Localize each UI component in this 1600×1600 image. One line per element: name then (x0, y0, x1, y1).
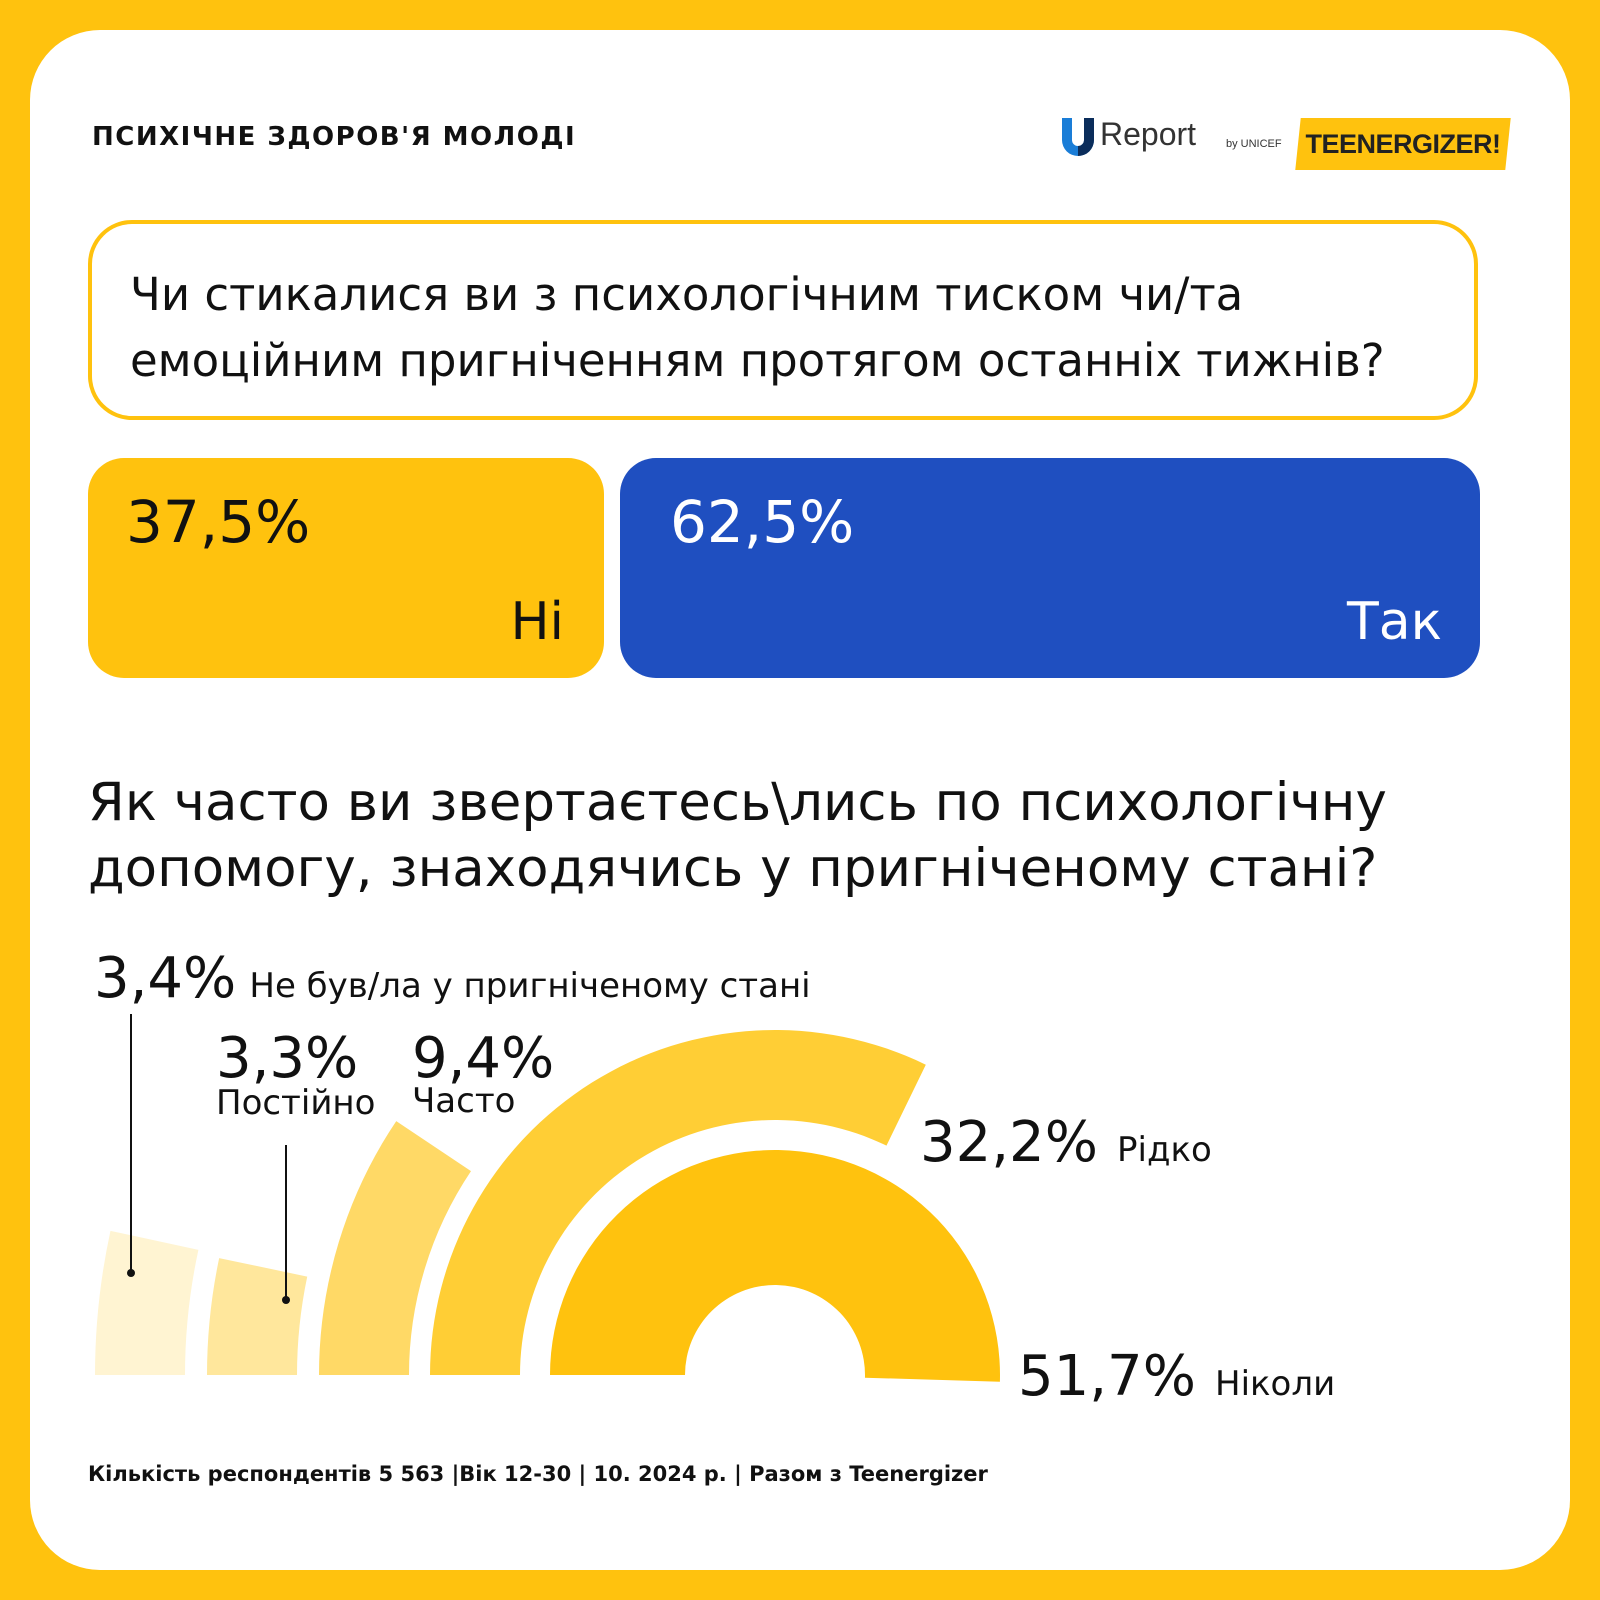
arc-constantly (207, 1258, 308, 1375)
arc-rarely (430, 1030, 926, 1375)
infographic-card: ПСИХІЧНЕ ЗДОРОВ'Я МОЛОДІ Report by UNICE… (30, 30, 1570, 1570)
leader-not-depressed-dot (127, 1269, 135, 1277)
topic-title: ПСИХІЧНЕ ЗДОРОВ'Я МОЛОДІ (92, 122, 577, 152)
category-never: Ніколи (1215, 1364, 1336, 1404)
label-constantly: 3,3% Постійно (216, 1026, 375, 1123)
arc-not-depressed (95, 1230, 199, 1375)
value-never: 51,7% (1018, 1344, 1196, 1409)
ureport-u-icon (1062, 118, 1094, 156)
footer-source: Кількість респондентів 5 563 |Вік 12-30 … (88, 1462, 988, 1486)
label-never: 51,7% Ніколи (1018, 1344, 1335, 1409)
ureport-wordmark: Report (1100, 116, 1197, 152)
frequency-arc-chart (95, 1014, 1000, 1382)
leader-constantly-dot (282, 1296, 290, 1304)
value-not-depressed: 3,4% (94, 946, 237, 1011)
answer-no-percent: 37,5% (126, 488, 311, 556)
answer-yes-percent: 62,5% (670, 488, 855, 556)
ureport-by-unicef: by UNICEF (1226, 138, 1282, 150)
category-constantly: Постійно (216, 1083, 376, 1123)
ureport-logo: Report by UNICEF (1058, 110, 1298, 170)
label-not-depressed: 3,4% Не був/ла у пригніченому стані (94, 946, 811, 1011)
question-2-title: Як часто ви звертаєтесь\лись по психолог… (88, 772, 1387, 899)
answer-yes-card: 62,5% Так (620, 458, 1480, 678)
category-not-depressed: Не був/ла у пригніченому стані (249, 966, 811, 1006)
category-rarely: Рідко (1117, 1130, 1212, 1170)
label-rarely: 32,2% Рідко (920, 1110, 1212, 1175)
label-often: 9,4% Часто (412, 1026, 554, 1121)
answer-no-card: 37,5% Ні (88, 458, 604, 678)
answer-yes-label: Так (1346, 592, 1442, 652)
value-rarely: 32,2% (920, 1110, 1098, 1175)
value-often: 9,4% (412, 1026, 555, 1091)
question-1-text: Чи стикалися ви з психологічним тиском ч… (130, 268, 1385, 387)
question-1-box: Чи стикалися ви з психологічним тиском ч… (88, 220, 1478, 420)
value-constantly: 3,3% (216, 1026, 359, 1091)
arc-never (550, 1150, 1000, 1382)
arc-often (319, 1121, 472, 1375)
answer-no-label: Ні (510, 592, 564, 652)
category-often: Часто (412, 1081, 516, 1121)
